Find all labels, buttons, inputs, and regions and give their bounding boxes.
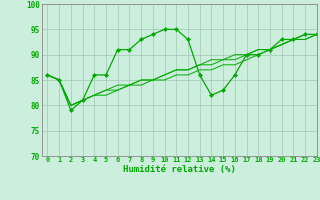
X-axis label: Humidité relative (%): Humidité relative (%) [123, 165, 236, 174]
